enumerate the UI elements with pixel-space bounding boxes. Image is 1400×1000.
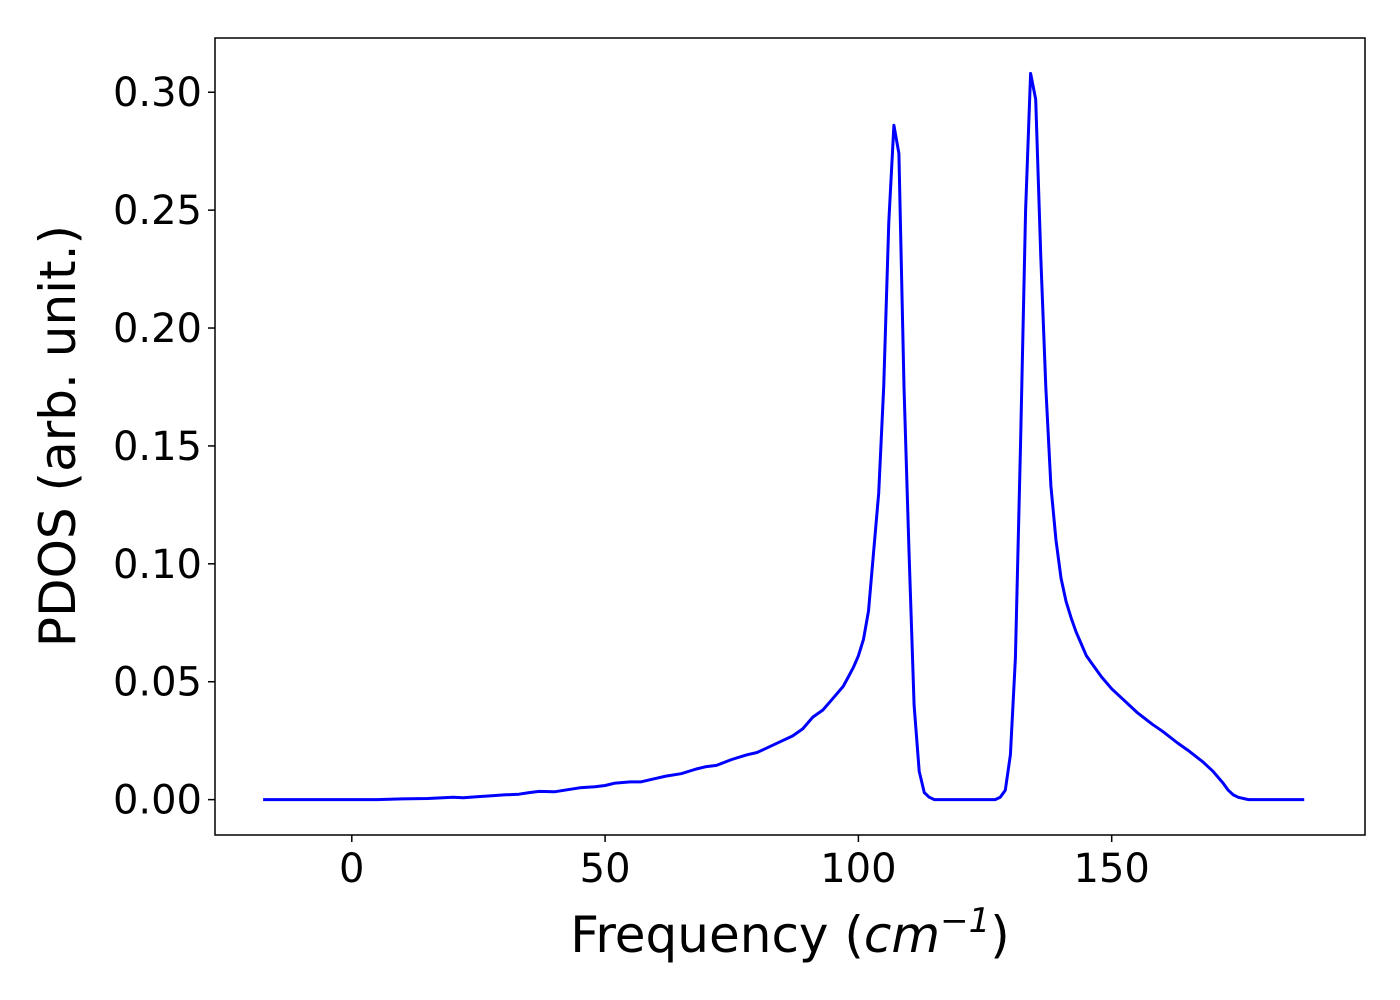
y-tick-label: 0.20 [113,306,202,352]
y-tick-label: 0.10 [113,542,202,588]
x-tick-label: 0 [339,846,364,892]
plot-frame [214,37,1366,836]
y-axis-label: PDOS (arb. unit.) [29,225,87,647]
y-tick-label: 0.30 [113,70,202,116]
x-tick-label: 100 [820,846,896,892]
y-tick-label: 0.05 [113,660,202,706]
pdos-line [263,71,1305,802]
y-axis-ticks: 0.00 0.05 0.10 0.15 0.20 0.25 0.30 [113,70,215,824]
y-tick-label: 0.00 [113,778,202,824]
x-tick-label: 150 [1074,846,1150,892]
y-tick-label: 0.15 [113,424,202,470]
x-axis-ticks: 0 50 100 150 [339,835,1150,892]
plot-area [215,38,1365,835]
y-tick-label: 0.25 [113,188,202,234]
x-axis-label: Frequency (cm−1) [570,901,1010,964]
x-tick-label: 50 [580,846,631,892]
